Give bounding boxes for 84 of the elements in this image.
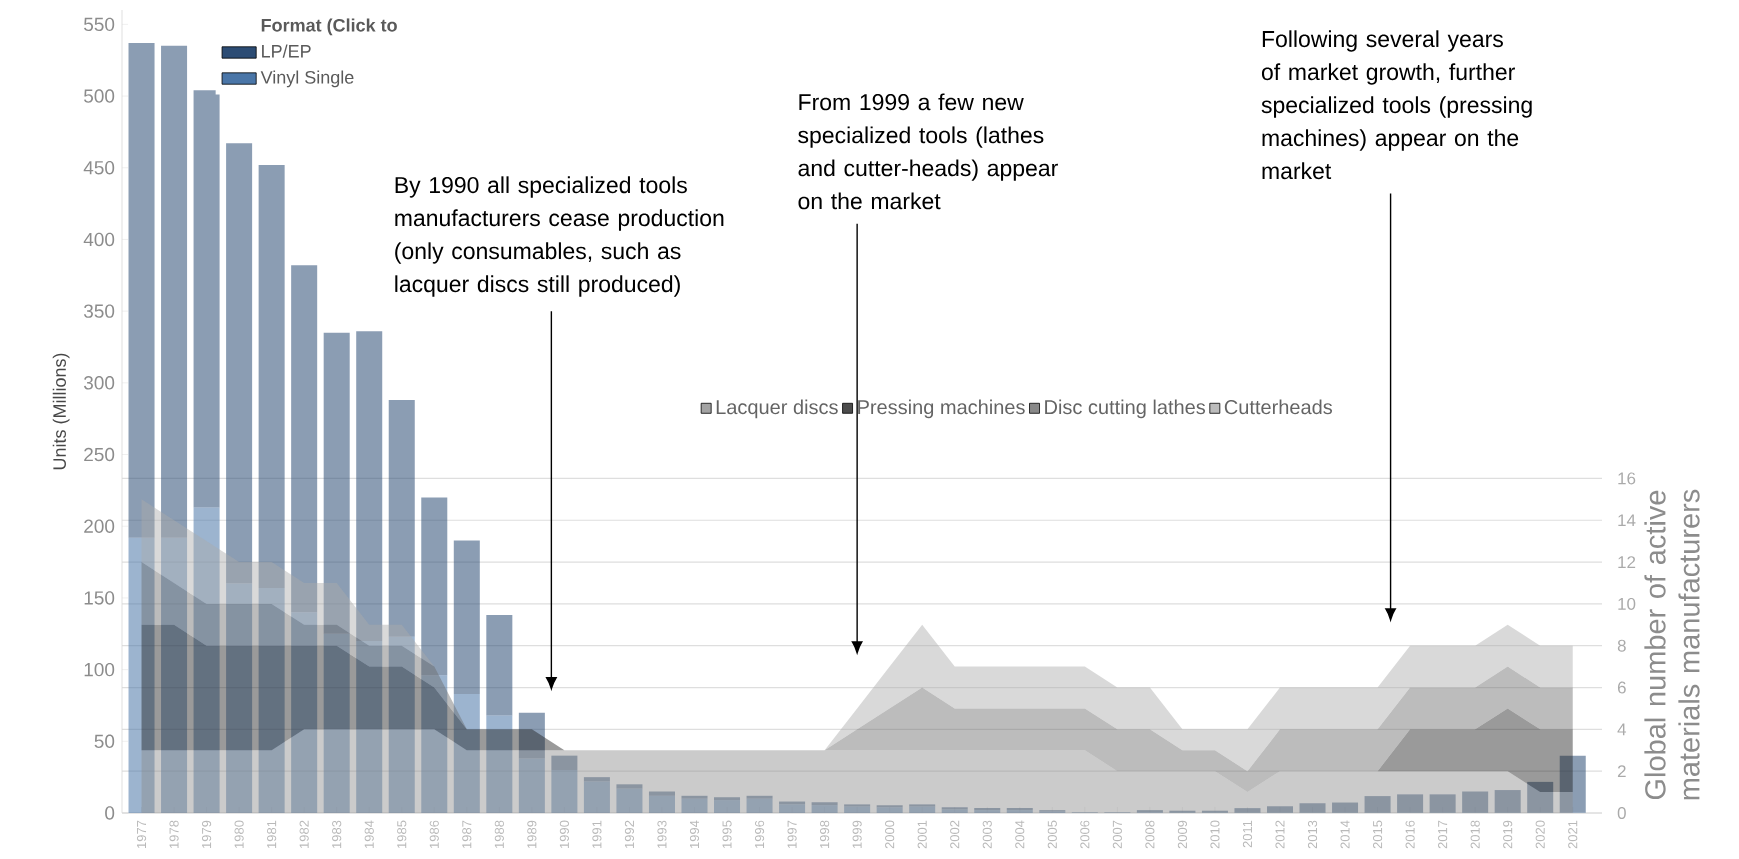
x-tick-label: 2018 [1470,820,1480,849]
x-tick-label: 2005 [1047,820,1057,849]
y2-axis-title: Global number of active materials manufacturers [1644,489,1700,800]
x-tick-label: 1995 [722,820,732,848]
y-axis-title: Units (Millions) [52,353,70,470]
x-tick-label: 1984 [364,820,374,848]
x-tick-label: 1998 [820,820,830,848]
bar [421,497,448,676]
x-tick-label: 1983 [332,820,342,848]
y-tick-label: 300 [83,376,115,390]
y2-tick-label: 8 [1617,639,1626,652]
x-tick-label: 2016 [1405,820,1415,849]
y-tick-label: 50 [94,734,115,749]
y-tick-label: 0 [105,806,115,820]
y2-tick-label: 6 [1617,681,1626,694]
legend-label: Pressing machines [858,399,1025,419]
x-tick-label: 2010 [1210,820,1220,849]
x-tick-label: 1985 [397,820,407,848]
y2-tick-label: 0 [1617,807,1626,820]
x-tick-label: 1979 [201,820,212,848]
x-tick-label: 2008 [1145,820,1155,849]
y-tick-label: 200 [84,519,115,533]
x-tick-label: 2007 [1112,820,1122,849]
y-tick-label: 400 [83,232,115,247]
x-tick-label: 1989 [527,820,537,848]
annotation: From 1999 a few new specialized tools (lathes and cutter-heads) appear on the market [798,93,1058,210]
x-tick-label: 1980 [234,820,244,848]
x-tick-label: 1977 [136,820,147,848]
annotation: Following several years of market growth, further specialized tools (pressing machines) appear on the market [1261,30,1532,180]
x-tick-label: 2002 [950,820,960,849]
x-tick-label: 2015 [1372,820,1383,849]
x-tick-label: 1997 [787,820,797,848]
x-tick-label: 2014 [1340,820,1350,849]
y2-tick-label: 2 [1617,765,1626,778]
x-tick-label: 2012 [1275,820,1285,849]
x-tick-label: 2009 [1177,820,1188,849]
x-tick-label: 2020 [1535,820,1545,849]
x-tick-label: 1991 [592,820,602,848]
x-tick-label: 1996 [754,820,765,848]
y-tick-label: 150 [84,591,115,605]
x-tick-label: 1978 [169,820,179,848]
y2-tick-label: 12 [1618,556,1636,568]
legend-label: Disc cutting lathes [1045,399,1206,419]
x-tick-label: 2017 [1438,820,1448,849]
legend-title: Format (Click to [261,18,397,36]
x-tick-label: 1981 [267,820,277,848]
y-tick-label: 100 [84,662,115,677]
x-tick-label: 2003 [982,820,992,849]
x-tick-label: 1982 [299,820,309,848]
x-tick-label: 2006 [1080,820,1090,849]
x-tick-label: 2001 [917,820,927,849]
bar [388,400,415,637]
x-tick-label: 1992 [624,820,635,848]
legend-label: LP/EP [262,44,311,58]
x-tick-label: 1994 [689,820,700,848]
x-tick-label: 1986 [429,820,439,848]
legend-label: Lacquer discs [716,399,838,419]
bar [453,540,480,694]
y-tick-label: 450 [83,161,115,175]
bar [193,90,220,508]
x-tick-label: 2004 [1015,820,1025,849]
x-tick-label: 1999 [852,820,862,848]
x-tick-label: 1990 [559,820,569,848]
y2-tick-label: 10 [1618,597,1636,610]
y-tick-label: 500 [84,89,115,103]
x-tick-label: 2011 [1242,820,1253,848]
x-tick-label: 2000 [885,820,895,849]
x-tick-label: 1987 [462,820,472,848]
y-tick-label: 350 [83,304,115,318]
annotation: By 1990 all specialized tools manufacturers cease production (only consumables, such as lacquer discs still produced) [395,176,724,297]
x-tick-label: 2013 [1307,820,1318,849]
y-tick-label: 250 [84,447,115,462]
x-tick-label: 2021 [1568,820,1578,849]
legend-label: Vinyl Single [260,70,354,88]
y-tick-label: 550 [84,17,115,32]
y2-tick-label: 14 [1618,514,1636,527]
x-tick-label: 1993 [657,820,667,848]
x-tick-label: 1988 [494,820,504,848]
x-tick-label: 2019 [1503,820,1513,849]
bar [128,43,155,538]
y2-tick-label: 16 [1618,472,1636,485]
legend-label: Cutterheads [1224,399,1333,415]
bar [486,615,513,716]
y2-tick-label: 4 [1617,723,1627,736]
